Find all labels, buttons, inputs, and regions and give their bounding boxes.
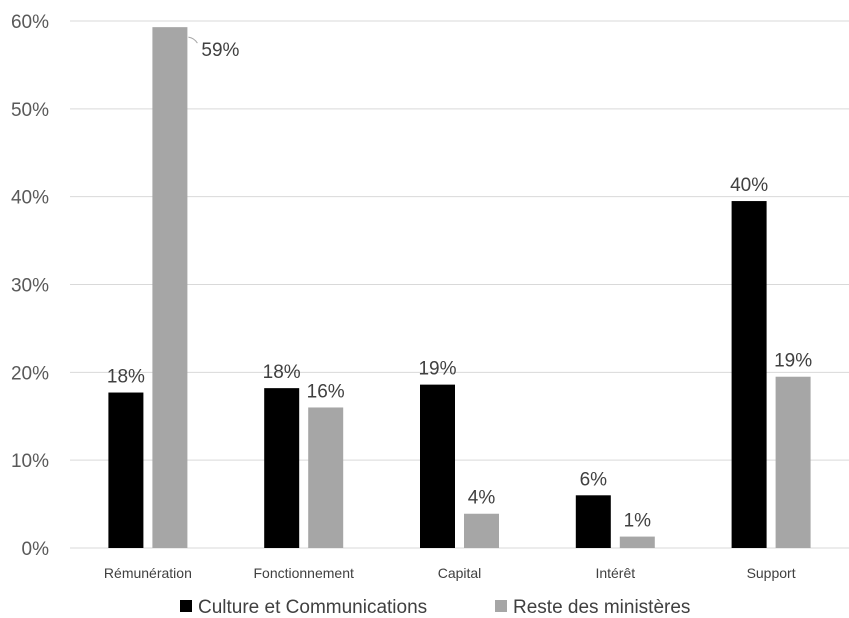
data-label: 19% [774,351,812,372]
bar [308,407,344,548]
y-axis-tick-labels: 0% 10% 20% 30% 40% 50% 60% [11,12,49,560]
y-tick-label: 50% [11,100,49,121]
bar [731,201,767,548]
data-label: 4% [468,488,496,509]
bars [108,27,811,549]
leader-line [188,36,198,44]
bar [575,495,611,548]
y-tick-label: 20% [11,363,49,384]
data-label: 19% [418,359,456,380]
data-label: 16% [307,381,345,402]
bar [464,513,499,548]
legend-swatch [495,600,507,612]
x-tick-label: Fonctionnement [253,565,354,581]
gridlines [70,20,849,549]
x-tick-label: Capital [438,565,482,581]
data-label: 6% [580,469,608,490]
data-labels: 18% 59% 18% 16% 19% 4% 6% 1% 40% 19% [107,36,812,532]
y-tick-label: 60% [11,12,49,33]
x-tick-label: Intérêt [595,565,635,581]
bar [108,392,144,548]
data-label: 40% [730,175,768,196]
bar [264,388,300,548]
data-label: 18% [107,367,145,388]
x-tick-label: Support [747,565,796,581]
legend-swatch [180,600,192,612]
bar [619,536,655,548]
data-label: 59% [201,40,239,61]
x-axis-tick-labels: Rémunération Fonctionnement Capital Intérêt… [104,565,796,581]
y-tick-label: 10% [11,451,49,472]
y-tick-label: 40% [11,188,49,209]
y-tick-label: 30% [11,276,49,297]
bar [420,384,455,548]
y-tick-label: 0% [22,539,50,560]
legend: Culture et Communications Reste des minis… [180,597,690,618]
legend-label: Culture et Communications [198,597,427,618]
bar [775,376,811,548]
data-label: 18% [263,362,301,383]
data-label: 1% [624,511,652,532]
x-tick-label: Rémunération [104,565,192,581]
bar [152,27,188,549]
legend-label: Reste des ministères [513,597,690,618]
